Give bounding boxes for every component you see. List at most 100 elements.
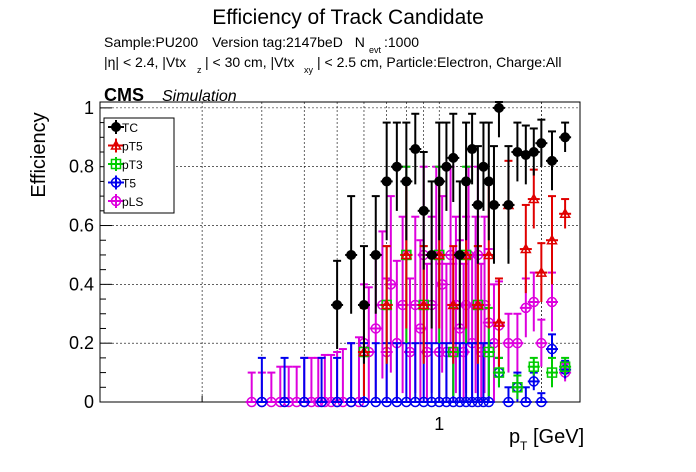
tc-point	[418, 205, 429, 216]
pt5-point	[559, 207, 571, 219]
pls-point	[370, 323, 382, 334]
pls-point	[536, 337, 547, 349]
legend-label: TC	[122, 121, 138, 135]
x-axis-unit: [GeV]	[533, 426, 584, 448]
legend: TC pT5 pT3 T5 pLS	[103, 117, 175, 214]
cuts-eta-vtxz: |η| < 2.4, |Vtx	[104, 54, 186, 70]
tc-point	[401, 176, 412, 187]
tc-point	[472, 199, 483, 210]
y-axis-label: Efficiency	[28, 112, 50, 197]
cuts-vtxxy-subscript: xy	[304, 65, 314, 75]
tc-point	[547, 155, 558, 166]
t5-point	[483, 396, 495, 408]
series-pls	[245, 165, 572, 408]
pt5-point	[535, 266, 548, 277]
tc-point	[391, 161, 402, 172]
tc-point	[536, 138, 547, 149]
y-tick-label: 0.6	[69, 216, 94, 236]
tc-point	[478, 161, 489, 172]
pt3-point	[493, 367, 505, 378]
tc-point	[488, 199, 499, 210]
legend-marker	[110, 177, 122, 188]
tc-point	[493, 102, 504, 113]
tc-point	[346, 249, 357, 260]
t5-point	[520, 396, 532, 408]
pt3-point	[559, 361, 571, 372]
tc-point	[528, 147, 539, 157]
t5-point	[256, 396, 268, 408]
tc-point	[358, 299, 369, 310]
nevt-label: N	[355, 34, 365, 50]
legend-entry-tc: TC	[108, 120, 138, 135]
y-tick-label: 0	[84, 392, 94, 412]
legend-marker	[110, 158, 122, 170]
sample-info: Sample:PU200 Version tag:2147beD N evt :…	[104, 34, 561, 75]
pt3-point	[546, 367, 558, 378]
version-label: Version tag:2147beD	[212, 34, 343, 50]
tc-point	[461, 176, 472, 187]
tc-point	[448, 152, 459, 163]
legend-label: T5	[122, 177, 136, 191]
tc-point	[483, 176, 494, 187]
pt5-point	[483, 248, 495, 260]
pt5-point	[400, 248, 413, 260]
t5-point	[279, 396, 290, 408]
t5-point	[331, 396, 343, 408]
pt3-point	[512, 382, 523, 393]
pt5-point	[528, 193, 540, 204]
legend-marker	[110, 195, 122, 207]
legend-entry-pls: pLS	[108, 194, 143, 209]
x-axis-label: p	[509, 426, 520, 448]
pls-point	[528, 296, 540, 308]
t5-point	[536, 396, 547, 408]
nevt-value: :1000	[384, 34, 419, 50]
x-axis-subscript: T	[520, 439, 528, 453]
pls-point	[546, 296, 558, 308]
pt5-point	[447, 298, 460, 310]
nevt-subscript: evt	[369, 45, 382, 55]
t5-point	[316, 396, 327, 408]
legend-entry-t5: T5	[108, 175, 136, 191]
t5-point	[298, 396, 310, 408]
svg-text:Sample:PU200 Version tag: Sample:PU200 Version tag:2147beD N	[104, 34, 365, 50]
legend-marker	[111, 122, 121, 132]
pls-point	[520, 302, 532, 314]
pt5-point	[472, 298, 484, 310]
legend-entry-pt5: pT5	[108, 138, 143, 154]
pls-point	[415, 323, 426, 334]
tc-point	[454, 249, 465, 260]
pt5-point	[520, 243, 532, 254]
cuts-particle: | < 2.5 cm, Particle:Electron, Charge:Al…	[317, 54, 561, 70]
cuts-vtxxy: | < 30 cm, |Vtx	[205, 54, 294, 70]
legend-entry-pt3: pT3	[108, 157, 143, 172]
pt5-point	[417, 298, 430, 310]
tc-point	[332, 299, 343, 310]
pt3-point	[528, 361, 540, 372]
pt5-point	[546, 234, 558, 245]
y-tick-label: 0.8	[69, 157, 94, 177]
sample-label: Sample:PU200	[104, 34, 198, 50]
y-tick-label: 0.2	[69, 333, 94, 353]
tc-point	[370, 249, 381, 260]
tc-point	[560, 132, 571, 143]
pt5-point	[493, 316, 505, 327]
pls-point	[512, 337, 523, 349]
t5-point	[358, 396, 370, 408]
cms-label: CMS	[104, 85, 144, 105]
simulation-label: Simulation	[162, 88, 237, 105]
tc-point	[381, 176, 392, 187]
series-t5	[255, 333, 572, 408]
legend-label: pT3	[122, 158, 143, 172]
cuts-vtxz-subscript: z	[197, 65, 202, 75]
legend-label: pLS	[122, 195, 143, 209]
tc-point	[426, 249, 437, 260]
y-tick-label: 0.4	[69, 274, 94, 294]
t5-point	[546, 343, 558, 355]
tc-point	[503, 199, 514, 210]
t5-point	[345, 396, 357, 408]
data-series	[245, 101, 572, 408]
tc-point	[441, 161, 452, 172]
t5-point	[503, 396, 514, 408]
tc-point	[410, 144, 421, 155]
